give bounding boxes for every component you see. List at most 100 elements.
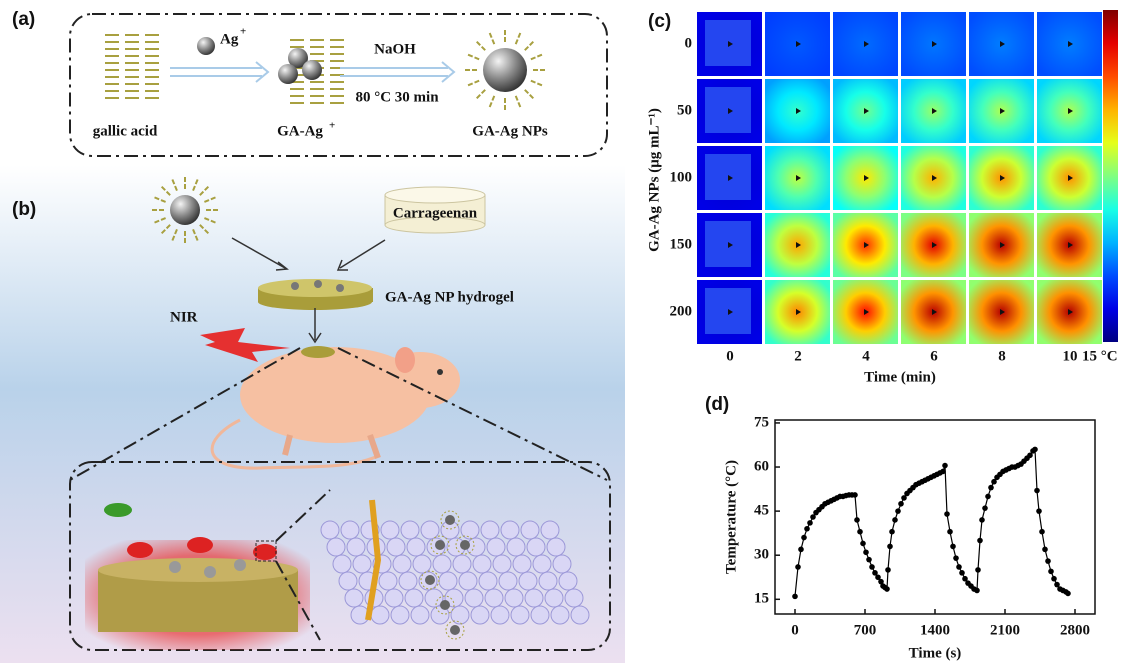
lattice-sphere	[533, 555, 551, 573]
lattice-sphere	[485, 589, 503, 607]
data-point	[887, 544, 893, 550]
lattice-sphere	[401, 521, 419, 539]
data-point	[1045, 558, 1051, 564]
lattice-sphere	[571, 606, 589, 624]
data-point	[863, 549, 869, 555]
data-point	[801, 535, 807, 541]
stage-label: GA-Ag NPs	[472, 123, 548, 139]
lattice-sphere	[399, 572, 417, 590]
data-point	[940, 469, 946, 475]
ligand-dash	[490, 33, 492, 38]
arrow	[340, 62, 454, 82]
data-point	[975, 567, 981, 573]
ligand-dash	[518, 102, 520, 107]
lattice-sphere	[511, 606, 529, 624]
ligand-dash	[531, 57, 536, 59]
nanoparticle	[170, 195, 200, 225]
panel-label: (c)	[648, 11, 671, 32]
lattice-sphere	[411, 606, 429, 624]
data-point	[950, 544, 956, 550]
lattice-sphere	[493, 555, 511, 573]
ligand-dash	[477, 95, 481, 99]
colorbar	[1103, 10, 1118, 342]
data-line	[795, 449, 1068, 596]
ligand-dash	[477, 42, 481, 46]
ligand-dash	[525, 47, 529, 51]
ligand-dash	[537, 55, 542, 57]
lattice-sphere	[439, 572, 457, 590]
lattice-sphere	[513, 555, 531, 573]
lattice-sphere	[381, 521, 399, 539]
column-label: 6	[930, 348, 938, 364]
data-point	[1032, 447, 1038, 453]
lattice-sphere	[339, 572, 357, 590]
reagent: NaOH	[374, 41, 416, 57]
lattice-sphere	[541, 521, 559, 539]
nanoparticle	[440, 600, 450, 610]
nanoparticle	[445, 515, 455, 525]
data-point	[1039, 529, 1045, 535]
light-label: NIR	[170, 309, 198, 325]
lattice-sphere	[491, 606, 509, 624]
data-point	[892, 517, 898, 523]
lattice-sphere	[525, 589, 543, 607]
figure: (a) Ag + NaOH 80 °C 30 min gallic acid G…	[0, 0, 1131, 663]
ligand-dash	[490, 102, 492, 107]
data-point	[795, 564, 801, 570]
lattice-sphere	[481, 521, 499, 539]
y-tick-label: 75	[754, 414, 769, 430]
column-label: 0	[726, 348, 734, 364]
lattice-sphere	[487, 538, 505, 556]
stage-charge: +	[329, 120, 335, 132]
ligand-dash	[530, 42, 534, 46]
nanoparticle	[450, 625, 460, 635]
lattice-sphere	[467, 538, 485, 556]
x-axis-label: Time (s)	[909, 645, 962, 661]
ligand-dash	[468, 83, 473, 85]
data-point	[942, 463, 948, 469]
stage-label: GA-Ag	[277, 123, 323, 139]
hydrogel-disk	[258, 279, 373, 310]
y-axis-label: Temperature (°C)	[723, 460, 739, 574]
ligand-dash	[516, 96, 518, 101]
arrow	[170, 62, 268, 82]
y-axis-label: GA-Ag NPs (μg mL⁻¹)	[646, 108, 662, 252]
data-point	[974, 588, 980, 594]
column-label: 8	[998, 348, 1006, 364]
lattice-sphere	[501, 521, 519, 539]
lattice-sphere	[471, 606, 489, 624]
data-point	[1036, 508, 1042, 514]
y-tick-label: 60	[754, 458, 769, 474]
lattice-sphere	[507, 538, 525, 556]
lattice-sphere	[413, 555, 431, 573]
data-point	[854, 517, 860, 523]
lattice-sphere	[545, 589, 563, 607]
colorbar-label: 15 °C	[1082, 348, 1118, 364]
data-point	[979, 517, 985, 523]
lattice-sphere	[527, 538, 545, 556]
ligand-dash	[468, 55, 473, 57]
data-point	[1065, 591, 1071, 597]
thermal-images	[697, 12, 1102, 344]
ligand-dash	[518, 33, 520, 38]
silver-cluster	[278, 64, 298, 84]
ligand-dash	[525, 90, 529, 94]
panel-label: (b)	[12, 199, 36, 220]
ligand-dash	[492, 40, 494, 45]
row-label: 50	[677, 102, 692, 118]
data-point	[988, 485, 994, 491]
lattice-sphere	[551, 606, 569, 624]
data-point	[956, 564, 962, 570]
nanoparticle	[483, 48, 527, 92]
data-point	[885, 567, 891, 573]
ligand-dash	[530, 95, 534, 99]
data-point	[869, 564, 875, 570]
lattice-sphere	[407, 538, 425, 556]
data-point	[1034, 488, 1040, 494]
x-tick-label: 700	[854, 622, 877, 638]
lattice-sphere	[379, 572, 397, 590]
nanoparticle	[460, 540, 470, 550]
lattice-sphere	[559, 572, 577, 590]
data-point	[944, 511, 950, 517]
row-label: 0	[685, 35, 693, 51]
